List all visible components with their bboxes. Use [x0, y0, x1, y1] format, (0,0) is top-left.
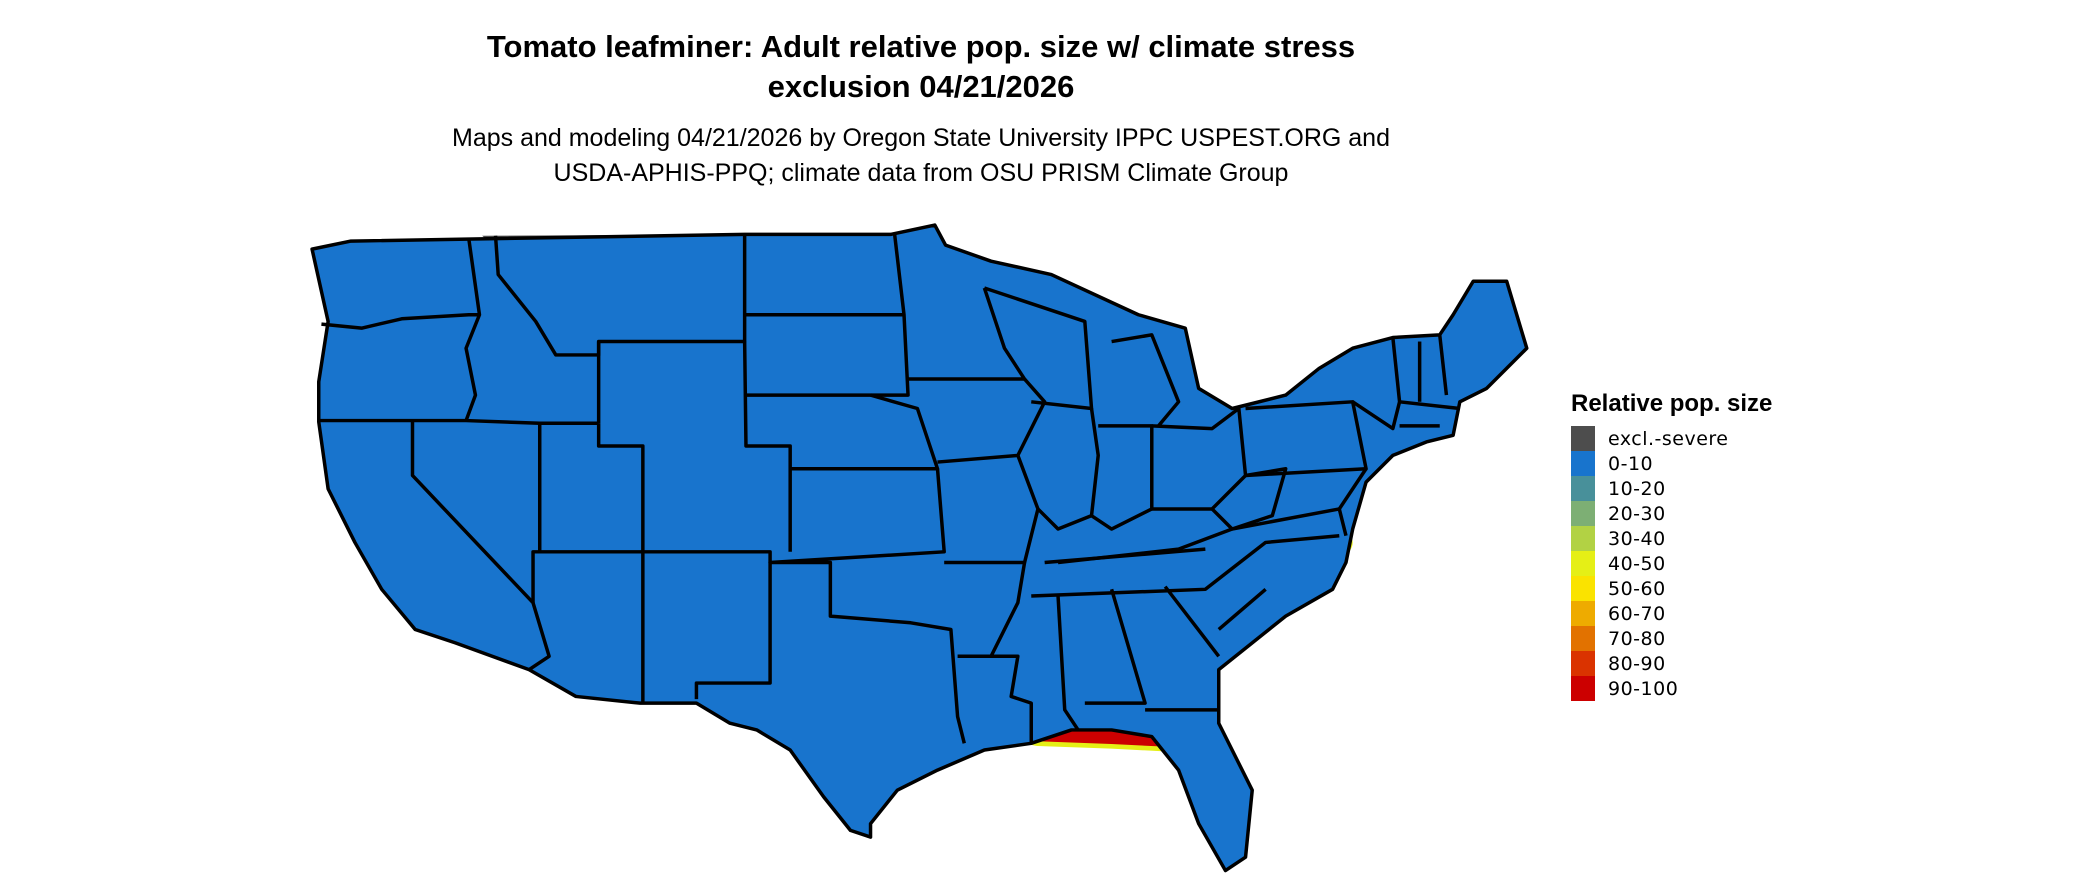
legend-label: 70-80 — [1608, 627, 1666, 650]
state-border — [1163, 585, 1221, 658]
state-border — [1217, 587, 1267, 631]
legend-item: 40-50 — [1571, 551, 1772, 576]
legend-label: 50-60 — [1608, 577, 1666, 600]
state-border — [908, 287, 1027, 381]
map-subtitle-line-1: Maps and modeling 04/21/2026 by Oregon S… — [452, 124, 1390, 152]
legend-swatch — [1571, 501, 1595, 526]
state-border — [464, 238, 482, 422]
state-border — [944, 454, 1040, 565]
legend-label: 80-90 — [1608, 652, 1666, 675]
state-borders — [310, 223, 1529, 873]
map-subtitle-line-2: USDA-APHIS-PPQ; climate data from OSU PR… — [553, 159, 1289, 187]
legend-label: 90-100 — [1608, 677, 1679, 700]
legend-item: 70-80 — [1571, 626, 1772, 651]
state-border — [957, 562, 1027, 659]
legend-label: 30-40 — [1608, 527, 1666, 550]
state-border — [983, 286, 1094, 411]
state-border — [991, 654, 1033, 744]
legend-item: 10-20 — [1571, 476, 1772, 501]
legend-label: excl.-severe — [1608, 427, 1729, 450]
legend-swatch — [1571, 601, 1595, 626]
state-border — [1056, 595, 1080, 731]
legend-swatch — [1571, 576, 1595, 601]
legend-item: 0-10 — [1571, 451, 1772, 476]
state-border — [768, 468, 966, 744]
state-border — [1151, 406, 1248, 511]
state-border — [790, 393, 940, 471]
legend-swatch — [1571, 676, 1595, 701]
legend-swatch — [1571, 426, 1595, 451]
legend-item: 60-70 — [1571, 601, 1772, 626]
state-border — [1031, 533, 1340, 598]
state-border — [642, 550, 772, 700]
legend-swatch — [1571, 526, 1595, 551]
state-border — [493, 234, 747, 357]
state-border — [531, 423, 542, 603]
legend-label: 0-10 — [1608, 452, 1654, 475]
state-border — [1438, 334, 1449, 396]
legend-label: 10-20 — [1608, 477, 1666, 500]
state-border — [318, 418, 599, 425]
state-border — [321, 313, 480, 330]
legend-swatch — [1571, 626, 1595, 651]
legend-label: 60-70 — [1608, 602, 1666, 625]
state-border — [1084, 588, 1147, 705]
state-border — [1351, 337, 1402, 431]
state-border — [1111, 333, 1181, 428]
legend-item: 80-90 — [1571, 651, 1772, 676]
legend-item: 30-40 — [1571, 526, 1772, 551]
legend-swatch — [1571, 476, 1595, 501]
state-border — [1337, 467, 1368, 510]
legend-label: 20-30 — [1608, 502, 1666, 525]
legend: Relative pop. size excl.-severe 0-10 10-20… — [1571, 390, 1772, 701]
state-border — [1245, 400, 1368, 478]
legend-item: 90-100 — [1571, 676, 1772, 701]
legend-item: 20-30 — [1571, 501, 1772, 526]
legend-swatch — [1571, 451, 1595, 476]
map-title-line-1: Tomato leafminer: Adult relative pop. si… — [486, 29, 1356, 64]
state-border — [596, 423, 645, 552]
legend-swatch — [1571, 551, 1595, 576]
state-border — [1399, 400, 1461, 411]
state-border — [937, 377, 1047, 464]
legend-label: 40-50 — [1608, 552, 1666, 575]
legend-item: 50-60 — [1571, 576, 1772, 601]
state-border — [310, 223, 1529, 873]
legend-item: excl.-severe — [1571, 426, 1772, 451]
legend-title: Relative pop. size — [1571, 390, 1773, 417]
legend-swatch — [1571, 651, 1595, 676]
state-border — [744, 234, 910, 397]
state-border — [1231, 467, 1288, 531]
map-title-line-2: exclusion 04/21/2026 — [767, 69, 1075, 104]
state-border — [1044, 547, 1206, 565]
